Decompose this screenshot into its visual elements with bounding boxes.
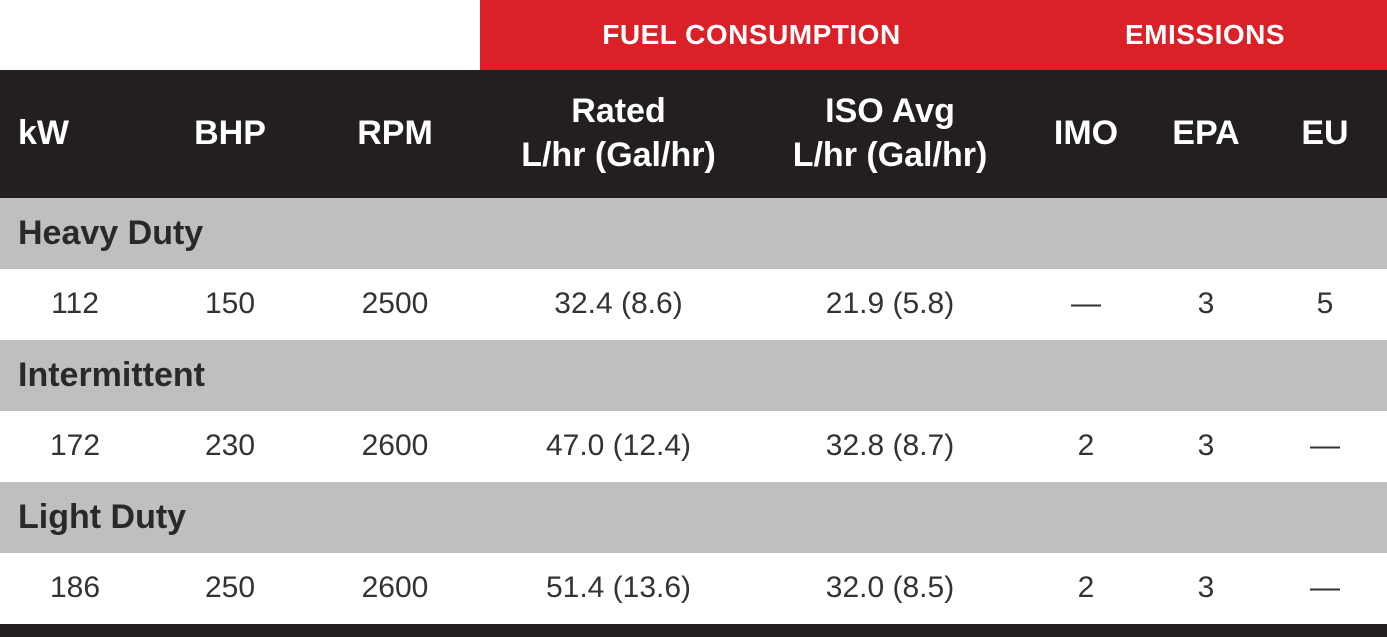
cell-eu: — bbox=[1310, 429, 1340, 463]
data-row-heavy-duty: 112 150 2500 32.4 (8.6) 21.9 (5.8) — 3 5 bbox=[0, 269, 1387, 340]
cell-epa: 3 bbox=[1197, 571, 1215, 605]
cell-epa: 3 bbox=[1197, 287, 1215, 321]
cell-iso: 32.0 (8.5) bbox=[825, 571, 955, 605]
data-row-intermittent: 172 230 2600 47.0 (12.4) 32.8 (8.7) 2 3 … bbox=[0, 411, 1387, 482]
cell-rpm: 2500 bbox=[361, 287, 429, 321]
header-iso-avg-fuel: ISO Avg L/hr (Gal/hr) bbox=[757, 70, 1023, 198]
section-header-heavy-duty: Heavy Duty bbox=[0, 198, 1387, 269]
header-epa: EPA bbox=[1172, 114, 1240, 153]
banner-spacer bbox=[0, 0, 480, 70]
section-header-intermittent: Intermittent bbox=[0, 340, 1387, 411]
bottom-rule-bar bbox=[0, 624, 1387, 637]
cell-imo: — bbox=[1071, 287, 1101, 321]
cell-bhp: 230 bbox=[204, 429, 256, 463]
header-iso-line2: L/hr (Gal/hr) bbox=[792, 136, 988, 174]
header-rpm: RPM bbox=[357, 114, 433, 153]
header-imo: IMO bbox=[1053, 114, 1119, 153]
cell-epa: 3 bbox=[1197, 429, 1215, 463]
header-rated-fuel: Rated L/hr (Gal/hr) bbox=[480, 70, 757, 198]
cell-kw: 172 bbox=[49, 429, 101, 463]
header-rated-line1: Rated bbox=[571, 92, 666, 131]
cell-iso: 32.8 (8.7) bbox=[825, 429, 955, 463]
header-kw: kW bbox=[18, 114, 69, 153]
fuel-consumption-label: FUEL CONSUMPTION bbox=[602, 19, 901, 50]
section-name: Light Duty bbox=[18, 498, 187, 536]
cell-imo: 2 bbox=[1077, 571, 1095, 605]
header-bhp: BHP bbox=[194, 114, 266, 153]
cell-kw: 112 bbox=[51, 287, 99, 321]
cell-rated: 47.0 (12.4) bbox=[545, 429, 692, 463]
column-header-row: kW BHP RPM Rated L/hr (Gal/hr) ISO Avg L… bbox=[0, 70, 1387, 198]
cell-iso: 21.9 (5.8) bbox=[825, 287, 955, 321]
cell-rpm: 2600 bbox=[361, 571, 429, 605]
cell-eu: — bbox=[1310, 571, 1340, 605]
emissions-banner: EMISSIONS bbox=[1023, 0, 1387, 70]
cell-kw: 186 bbox=[49, 571, 101, 605]
header-eu: EU bbox=[1301, 114, 1349, 153]
section-header-light-duty: Light Duty bbox=[0, 482, 1387, 553]
cell-bhp: 250 bbox=[204, 571, 256, 605]
fuel-consumption-banner: FUEL CONSUMPTION bbox=[480, 0, 1023, 70]
header-rated-line2: L/hr (Gal/hr) bbox=[521, 136, 716, 174]
section-name: Heavy Duty bbox=[18, 214, 204, 252]
banner-row: FUEL CONSUMPTION EMISSIONS bbox=[0, 0, 1387, 70]
data-row-light-duty: 186 250 2600 51.4 (13.6) 32.0 (8.5) 2 3 … bbox=[0, 553, 1387, 624]
cell-rpm: 2600 bbox=[361, 429, 429, 463]
cell-imo: 2 bbox=[1077, 429, 1095, 463]
cell-eu: 5 bbox=[1316, 287, 1334, 321]
section-name: Intermittent bbox=[18, 356, 205, 394]
cell-rated: 51.4 (13.6) bbox=[545, 571, 692, 605]
header-iso-line1: ISO Avg bbox=[825, 92, 955, 131]
emissions-label: EMISSIONS bbox=[1124, 19, 1286, 50]
banner-red-strip: FUEL CONSUMPTION EMISSIONS bbox=[480, 0, 1387, 70]
cell-rated: 32.4 (8.6) bbox=[554, 287, 683, 321]
cell-bhp: 150 bbox=[204, 287, 256, 321]
